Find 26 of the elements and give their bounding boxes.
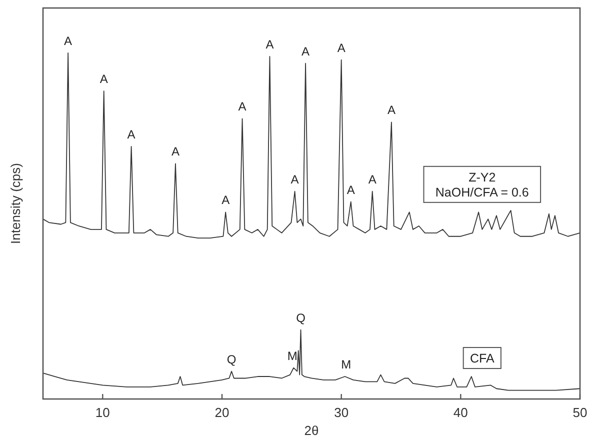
x-tick-label: 10: [95, 405, 110, 420]
annotation: A: [171, 144, 180, 159]
annotation: A: [337, 40, 346, 55]
annotation: A: [64, 34, 72, 48]
series-label: Z-Y2 NaOH/CFA = 0.6: [435, 170, 529, 200]
x-tick-label: 50: [572, 405, 588, 420]
annotation: A: [290, 172, 299, 186]
annotation: A: [238, 100, 246, 114]
annotation: A: [387, 103, 396, 118]
annotation: M: [287, 348, 298, 363]
annotation: A: [368, 172, 376, 186]
annotation: A: [266, 37, 274, 52]
y-axis-title: Intensity (cps): [8, 163, 23, 244]
annotation: A: [100, 72, 108, 86]
x-tick-label: 30: [334, 405, 349, 420]
x-tick-label: 40: [453, 405, 468, 420]
annotation: Q: [296, 310, 306, 325]
annotation: A: [222, 193, 230, 208]
x-axis-title: 2θ: [304, 423, 319, 438]
annotation: M: [341, 358, 352, 372]
x-tick-label: 20: [214, 405, 230, 420]
annotation: Q: [226, 352, 236, 366]
annotation: A: [302, 44, 310, 58]
annotation: A: [127, 127, 136, 142]
series-label: CFA: [470, 352, 495, 366]
annotation: A: [346, 182, 355, 197]
